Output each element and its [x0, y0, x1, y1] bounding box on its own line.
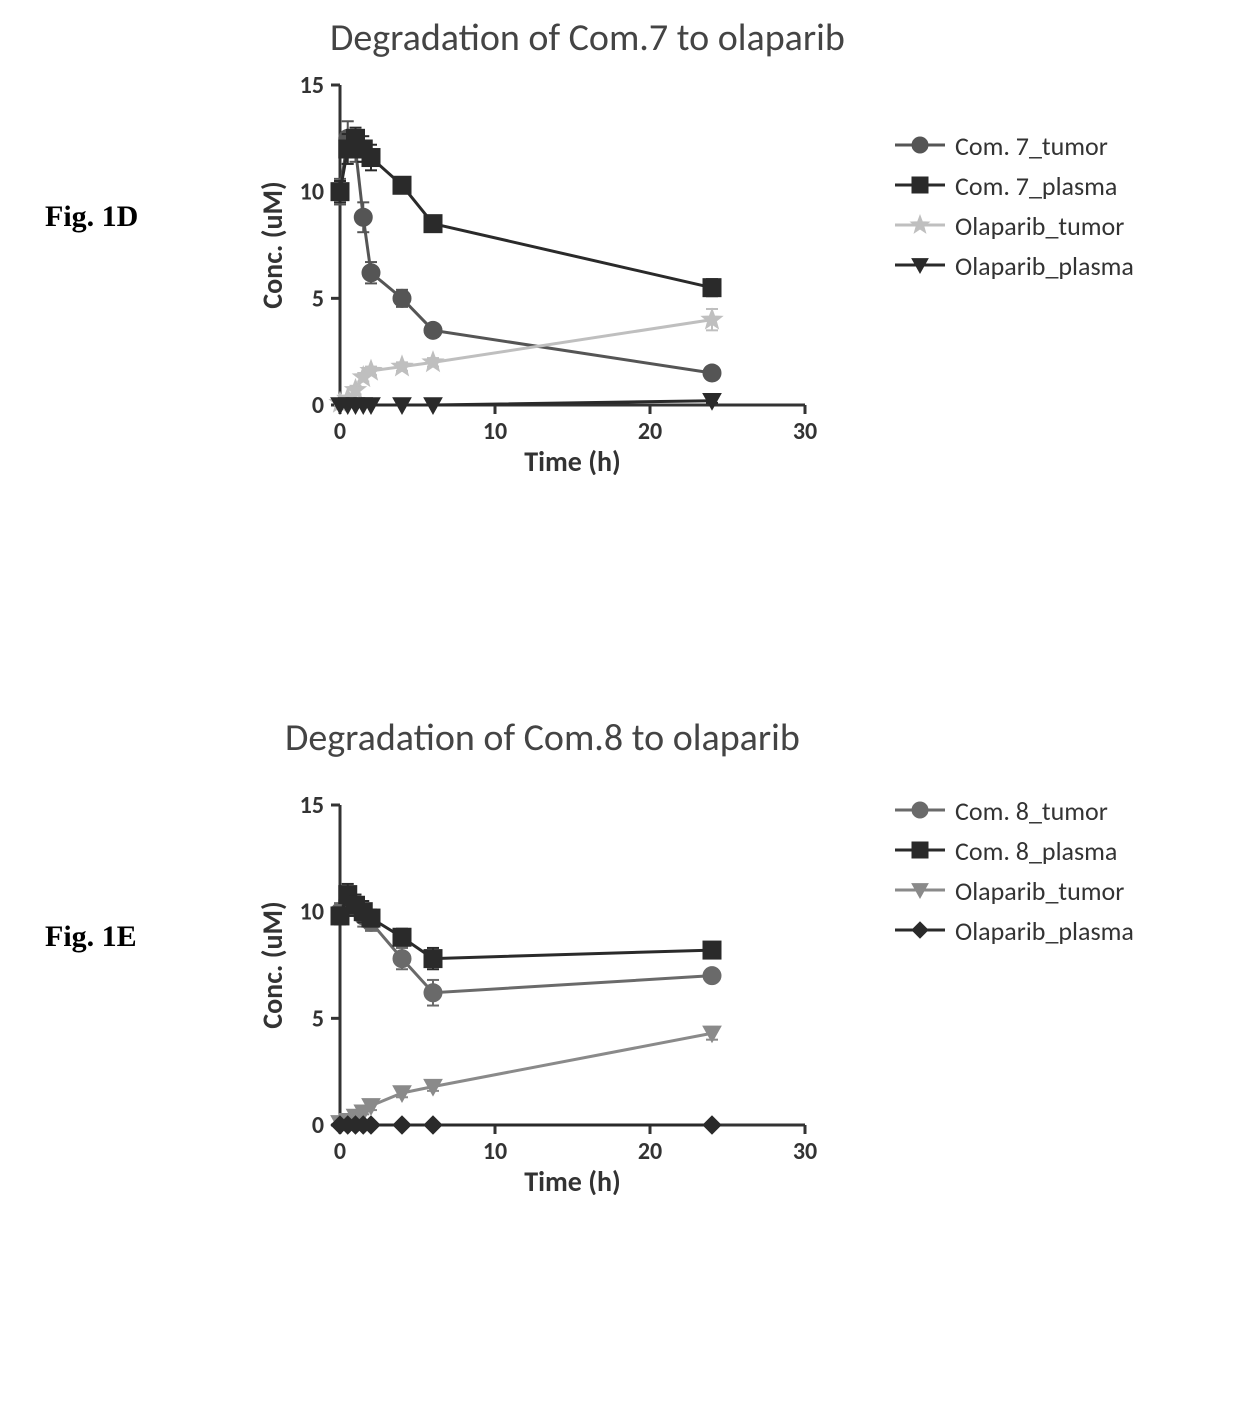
legend-item-1: Com. 7_plasma [895, 170, 1134, 202]
legend-item-2: Olaparib_tumor [895, 210, 1134, 242]
svg-text:5: 5 [312, 284, 324, 313]
figure-label-1d: Fig. 1D [45, 200, 138, 234]
legend-marker-2 [895, 210, 945, 242]
svg-text:30: 30 [793, 417, 817, 446]
svg-text:15: 15 [300, 71, 324, 100]
svg-text:10: 10 [300, 898, 324, 927]
legend-item-2: Olaparib_tumor [895, 875, 1134, 907]
legend-1e: Com. 8_tumor Com. 8_plasma Olaparib_tumo… [895, 795, 1134, 955]
legend-marker-3 [895, 915, 945, 947]
legend-item-0: Com. 7_tumor [895, 130, 1134, 162]
svg-text:10: 10 [483, 417, 507, 446]
legend-label-2: Olaparib_tumor [955, 210, 1124, 242]
svg-text:0: 0 [312, 391, 324, 420]
legend-marker-1 [895, 170, 945, 202]
legend-item-3: Olaparib_plasma [895, 915, 1134, 947]
legend-label-1: Com. 7_plasma [955, 170, 1117, 202]
svg-text:Conc. (uM): Conc. (uM) [255, 901, 290, 1028]
svg-text:5: 5 [312, 1004, 324, 1033]
figure-label-1e: Fig. 1E [45, 920, 137, 954]
legend-marker-1 [895, 835, 945, 867]
legend-marker-2 [895, 875, 945, 907]
legend-marker-0 [895, 795, 945, 827]
svg-text:20: 20 [638, 417, 662, 446]
svg-text:Time (h): Time (h) [524, 1164, 620, 1195]
legend-item-0: Com. 8_tumor [895, 795, 1134, 827]
svg-text:10: 10 [300, 178, 324, 207]
svg-text:0: 0 [334, 1137, 346, 1166]
legend-marker-0 [895, 130, 945, 162]
legend-label-0: Com. 8_tumor [955, 795, 1108, 827]
legend-label-2: Olaparib_tumor [955, 875, 1124, 907]
legend-item-1: Com. 8_plasma [895, 835, 1134, 867]
legend-label-1: Com. 8_plasma [955, 835, 1117, 867]
svg-text:0: 0 [334, 417, 346, 446]
svg-text:Conc. (uM): Conc. (uM) [255, 181, 290, 308]
svg-text:30: 30 [793, 1137, 817, 1166]
svg-text:15: 15 [300, 791, 324, 820]
legend-marker-3 [895, 250, 945, 282]
chart-1d: 0 10 20 30 0 5 10 15 Time (h) Conc. (uM) [245, 35, 865, 475]
legend-label-3: Olaparib_plasma [955, 915, 1134, 947]
legend-item-3: Olaparib_plasma [895, 250, 1134, 282]
svg-text:0: 0 [312, 1111, 324, 1140]
legend-1d: Com. 7_tumor Com. 7_plasma Olaparib_tumo… [895, 130, 1134, 290]
svg-text:20: 20 [638, 1137, 662, 1166]
svg-text:Time (h): Time (h) [524, 444, 620, 475]
legend-label-0: Com. 7_tumor [955, 130, 1108, 162]
svg-text:10: 10 [483, 1137, 507, 1166]
legend-label-3: Olaparib_plasma [955, 250, 1134, 282]
chart-1e: 0 10 20 30 0 5 10 15 Time (h) Conc. (uM) [245, 755, 865, 1195]
